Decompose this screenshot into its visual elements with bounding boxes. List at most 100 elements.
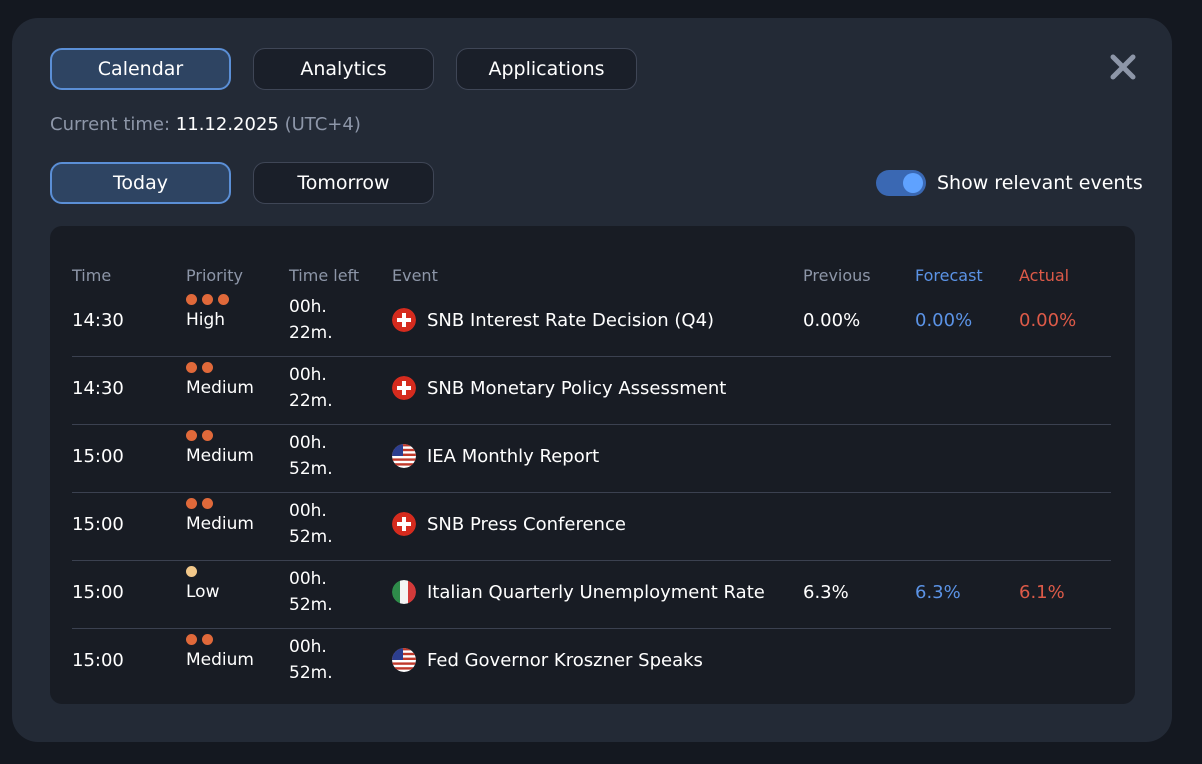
priority-dots — [186, 634, 254, 646]
priority-dot — [186, 294, 197, 305]
table-row[interactable]: 15:00 Medium 00h. 52m. Fed Governor Kroszner… — [72, 628, 1111, 696]
header-event: Event — [392, 266, 438, 285]
current-time-date: 11.12.2025 — [175, 114, 279, 135]
toggle-label: Show relevant events — [937, 172, 1143, 194]
priority-label: Medium — [186, 650, 254, 670]
priority-dot — [218, 294, 229, 305]
calendar-modal: Calendar Analytics Applications Current … — [12, 18, 1172, 742]
row-event: SNB Monetary Policy Assessment — [392, 376, 726, 400]
time-left-hours: 00h. — [289, 433, 327, 453]
priority-label: High — [186, 310, 226, 330]
header-previous: Previous — [803, 266, 871, 285]
row-time-left: 00h. 52m. — [289, 634, 333, 686]
priority-dots — [186, 362, 254, 374]
time-left-hours: 00h. — [289, 297, 327, 317]
current-time-label: Current time: — [50, 114, 171, 135]
row-event: SNB Press Conference — [392, 512, 626, 536]
relevant-events-toggle[interactable] — [876, 170, 926, 196]
tab-applications[interactable]: Applications — [456, 48, 637, 90]
priority-dot — [186, 634, 197, 645]
event-name: SNB Interest Rate Decision (Q4) — [427, 309, 715, 331]
switzerland-flag-icon — [392, 308, 416, 332]
priority-label: Medium — [186, 514, 254, 534]
row-event: Fed Governor Kroszner Speaks — [392, 648, 703, 672]
row-event: Italian Quarterly Unemployment Rate — [392, 580, 765, 604]
priority-dots — [186, 430, 254, 442]
row-actual: 6.1% — [1019, 582, 1065, 603]
toggle-knob — [903, 173, 923, 193]
priority-dots — [186, 294, 229, 306]
priority-dot — [202, 498, 213, 509]
row-time: 14:30 — [72, 378, 124, 399]
close-icon[interactable] — [1108, 52, 1138, 82]
row-time-left: 00h. 22m. — [289, 294, 333, 346]
row-forecast: 0.00% — [915, 310, 973, 331]
row-priority: High — [186, 294, 229, 330]
row-time-left: 00h. 52m. — [289, 566, 333, 618]
switzerland-flag-icon — [392, 376, 416, 400]
priority-dot — [186, 362, 197, 373]
time-left-minutes: 52m. — [289, 459, 333, 479]
table-row[interactable]: 15:00 Low 00h. 52m. Italian Quarterly Unempl… — [72, 560, 1111, 629]
row-actual: 0.00% — [1019, 310, 1077, 331]
current-time: Current time: 11.12.2025 (UTC+4) — [50, 114, 361, 135]
priority-dot — [202, 634, 213, 645]
row-priority: Low — [186, 566, 219, 602]
priority-dot — [202, 362, 213, 373]
priority-label: Medium — [186, 378, 254, 398]
time-left-hours: 00h. — [289, 365, 327, 385]
current-time-tz: (UTC+4) — [284, 114, 361, 135]
usa-flag-icon — [392, 444, 416, 468]
priority-dot — [202, 430, 213, 441]
table-row[interactable]: 15:00 Medium 00h. 52m. SNB Press Conference — [72, 492, 1111, 561]
tab-calendar[interactable]: Calendar — [50, 48, 231, 90]
relevant-events-toggle-group: Show relevant events — [876, 170, 1143, 196]
table-row[interactable]: 15:00 Medium 00h. 52m. IEA Monthly Report — [72, 424, 1111, 493]
time-left-minutes: 52m. — [289, 527, 333, 547]
priority-dot — [186, 566, 197, 577]
tab-today[interactable]: Today — [50, 162, 231, 204]
priority-dot — [186, 430, 197, 441]
time-left-hours: 00h. — [289, 637, 327, 657]
time-left-hours: 00h. — [289, 501, 327, 521]
priority-dots — [186, 498, 254, 510]
row-time: 15:00 — [72, 582, 124, 603]
time-left-minutes: 52m. — [289, 595, 333, 615]
italy-flag-icon — [392, 580, 416, 604]
row-priority: Medium — [186, 430, 254, 466]
event-name: IEA Monthly Report — [427, 445, 600, 467]
time-left-minutes: 22m. — [289, 391, 333, 411]
priority-dot — [186, 498, 197, 509]
event-name: SNB Monetary Policy Assessment — [427, 377, 727, 399]
row-forecast: 6.3% — [915, 582, 961, 603]
time-left-minutes: 22m. — [289, 323, 333, 343]
events-table: Time Priority Time left Event Previous F… — [50, 226, 1135, 704]
tab-tomorrow[interactable]: Tomorrow — [253, 162, 434, 204]
row-time: 14:30 — [72, 310, 124, 331]
priority-label: Low — [186, 582, 220, 602]
event-name: Italian Quarterly Unemployment Rate — [427, 581, 765, 603]
table-row[interactable]: 14:30 High 00h. 22m. SNB Interest Rate Decis… — [72, 288, 1111, 357]
priority-dots — [186, 566, 219, 578]
header-forecast: Forecast — [915, 266, 983, 285]
row-time: 15:00 — [72, 650, 124, 671]
table-row[interactable]: 14:30 Medium 00h. 22m. SNB Monetary Policy A… — [72, 356, 1111, 425]
tab-analytics[interactable]: Analytics — [253, 48, 434, 90]
row-time-left: 00h. 52m. — [289, 430, 333, 482]
priority-dot — [202, 294, 213, 305]
header-time-left: Time left — [289, 266, 360, 285]
row-previous: 6.3% — [803, 582, 849, 603]
header-actual: Actual — [1019, 266, 1070, 285]
row-priority: Medium — [186, 362, 254, 398]
row-time: 15:00 — [72, 514, 124, 535]
switzerland-flag-icon — [392, 512, 416, 536]
row-time-left: 00h. 22m. — [289, 362, 333, 414]
usa-flag-icon — [392, 648, 416, 672]
row-time: 15:00 — [72, 446, 124, 467]
header-time: Time — [72, 266, 112, 285]
row-time-left: 00h. 52m. — [289, 498, 333, 550]
header-priority: Priority — [186, 266, 243, 285]
row-priority: Medium — [186, 634, 254, 670]
event-name: Fed Governor Kroszner Speaks — [427, 649, 703, 671]
time-left-hours: 00h. — [289, 569, 327, 589]
